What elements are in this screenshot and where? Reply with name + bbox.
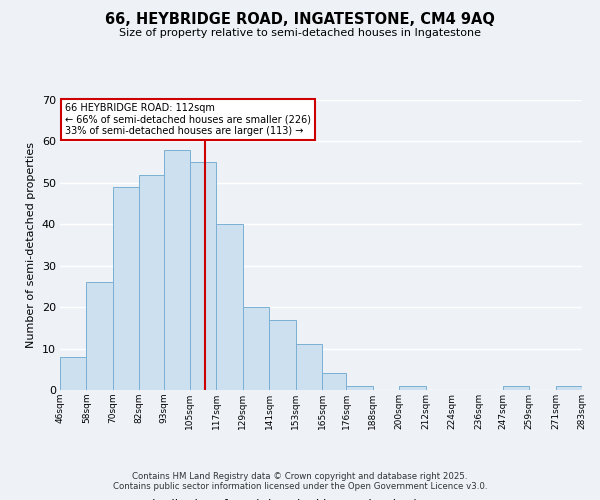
Bar — [164, 150, 190, 390]
Text: 66, HEYBRIDGE ROAD, INGATESTONE, CM4 9AQ: 66, HEYBRIDGE ROAD, INGATESTONE, CM4 9AQ — [105, 12, 495, 28]
Text: Contains public sector information licensed under the Open Government Licence v3: Contains public sector information licen… — [113, 482, 487, 491]
X-axis label: Distribution of semi-detached houses by size in Ingatestone: Distribution of semi-detached houses by … — [143, 498, 499, 500]
Bar — [322, 374, 346, 390]
Text: 66 HEYBRIDGE ROAD: 112sqm
← 66% of semi-detached houses are smaller (226)
33% of: 66 HEYBRIDGE ROAD: 112sqm ← 66% of semi-… — [65, 103, 311, 136]
Bar — [190, 162, 217, 390]
Bar — [269, 320, 296, 390]
Bar — [86, 282, 113, 390]
Y-axis label: Number of semi-detached properties: Number of semi-detached properties — [26, 142, 36, 348]
Bar — [556, 386, 582, 390]
Bar — [399, 386, 425, 390]
Bar — [243, 307, 269, 390]
Bar — [503, 386, 529, 390]
Bar — [296, 344, 322, 390]
Bar — [346, 386, 373, 390]
Bar — [60, 357, 86, 390]
Bar — [139, 174, 164, 390]
Bar — [217, 224, 243, 390]
Text: Size of property relative to semi-detached houses in Ingatestone: Size of property relative to semi-detach… — [119, 28, 481, 38]
Bar — [113, 187, 139, 390]
Text: Contains HM Land Registry data © Crown copyright and database right 2025.: Contains HM Land Registry data © Crown c… — [132, 472, 468, 481]
